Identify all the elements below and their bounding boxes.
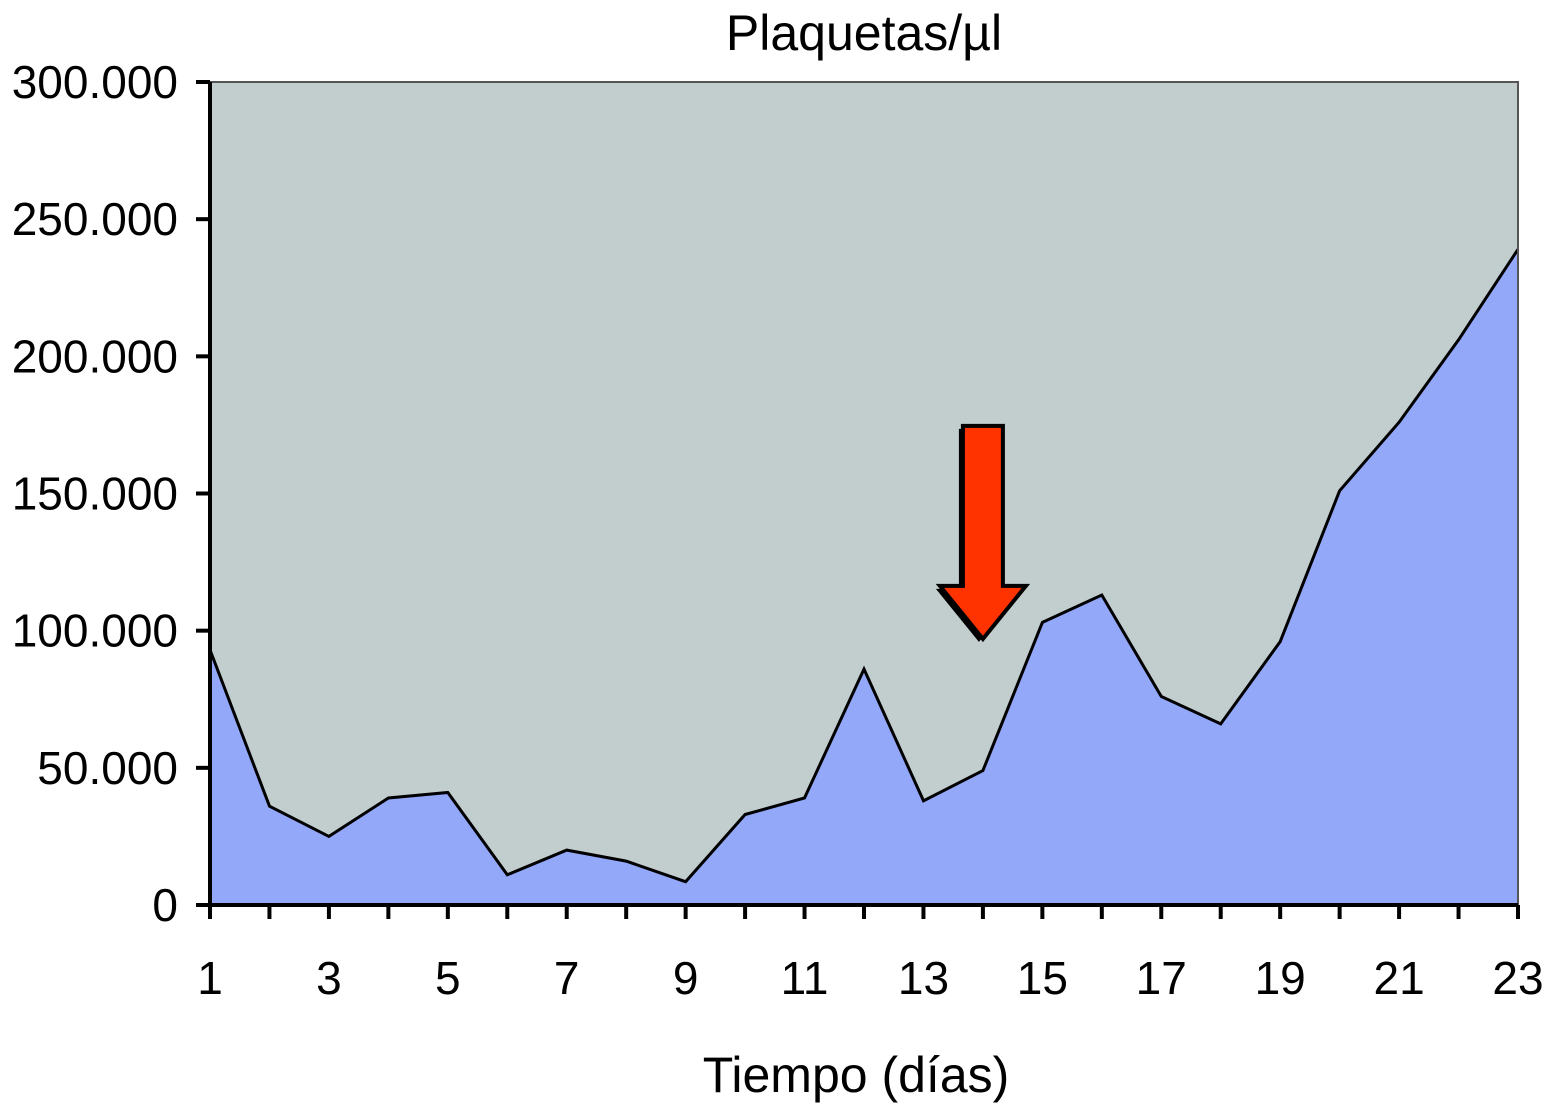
y-tick-label: 50.000 — [37, 742, 178, 794]
area-fill — [210, 249, 1518, 906]
y-tick-label: 150.000 — [12, 468, 178, 520]
x-tick-label: 21 — [1374, 952, 1425, 1004]
y-tick-label: 100.000 — [12, 605, 178, 657]
x-tick-label: 23 — [1492, 952, 1543, 1004]
x-tick-label: 9 — [673, 952, 699, 1004]
x-tick-label: 7 — [554, 952, 580, 1004]
series-line — [208, 248, 1520, 884]
y-tick-label: 300.000 — [12, 56, 178, 108]
x-tick-label: 15 — [1017, 952, 1068, 1004]
x-tick-label: 5 — [435, 952, 461, 1004]
y-tick-label: 250.000 — [12, 193, 178, 245]
chart-title: Plaquetas/µl — [726, 5, 1002, 61]
x-tick-label: 19 — [1255, 952, 1306, 1004]
x-tick-label: 11 — [781, 952, 829, 1004]
annotation-arrow — [935, 423, 1031, 643]
x-tick-label: 1 — [197, 952, 223, 1004]
y-tick-label: 0 — [152, 879, 178, 931]
x-tick-label: 3 — [316, 952, 342, 1004]
x-tick-label: 13 — [898, 952, 949, 1004]
x-axis-title: Tiempo (días) — [703, 1047, 1010, 1103]
y-tick-label: 200.000 — [12, 330, 178, 382]
x-tick-label: 17 — [1136, 952, 1187, 1004]
